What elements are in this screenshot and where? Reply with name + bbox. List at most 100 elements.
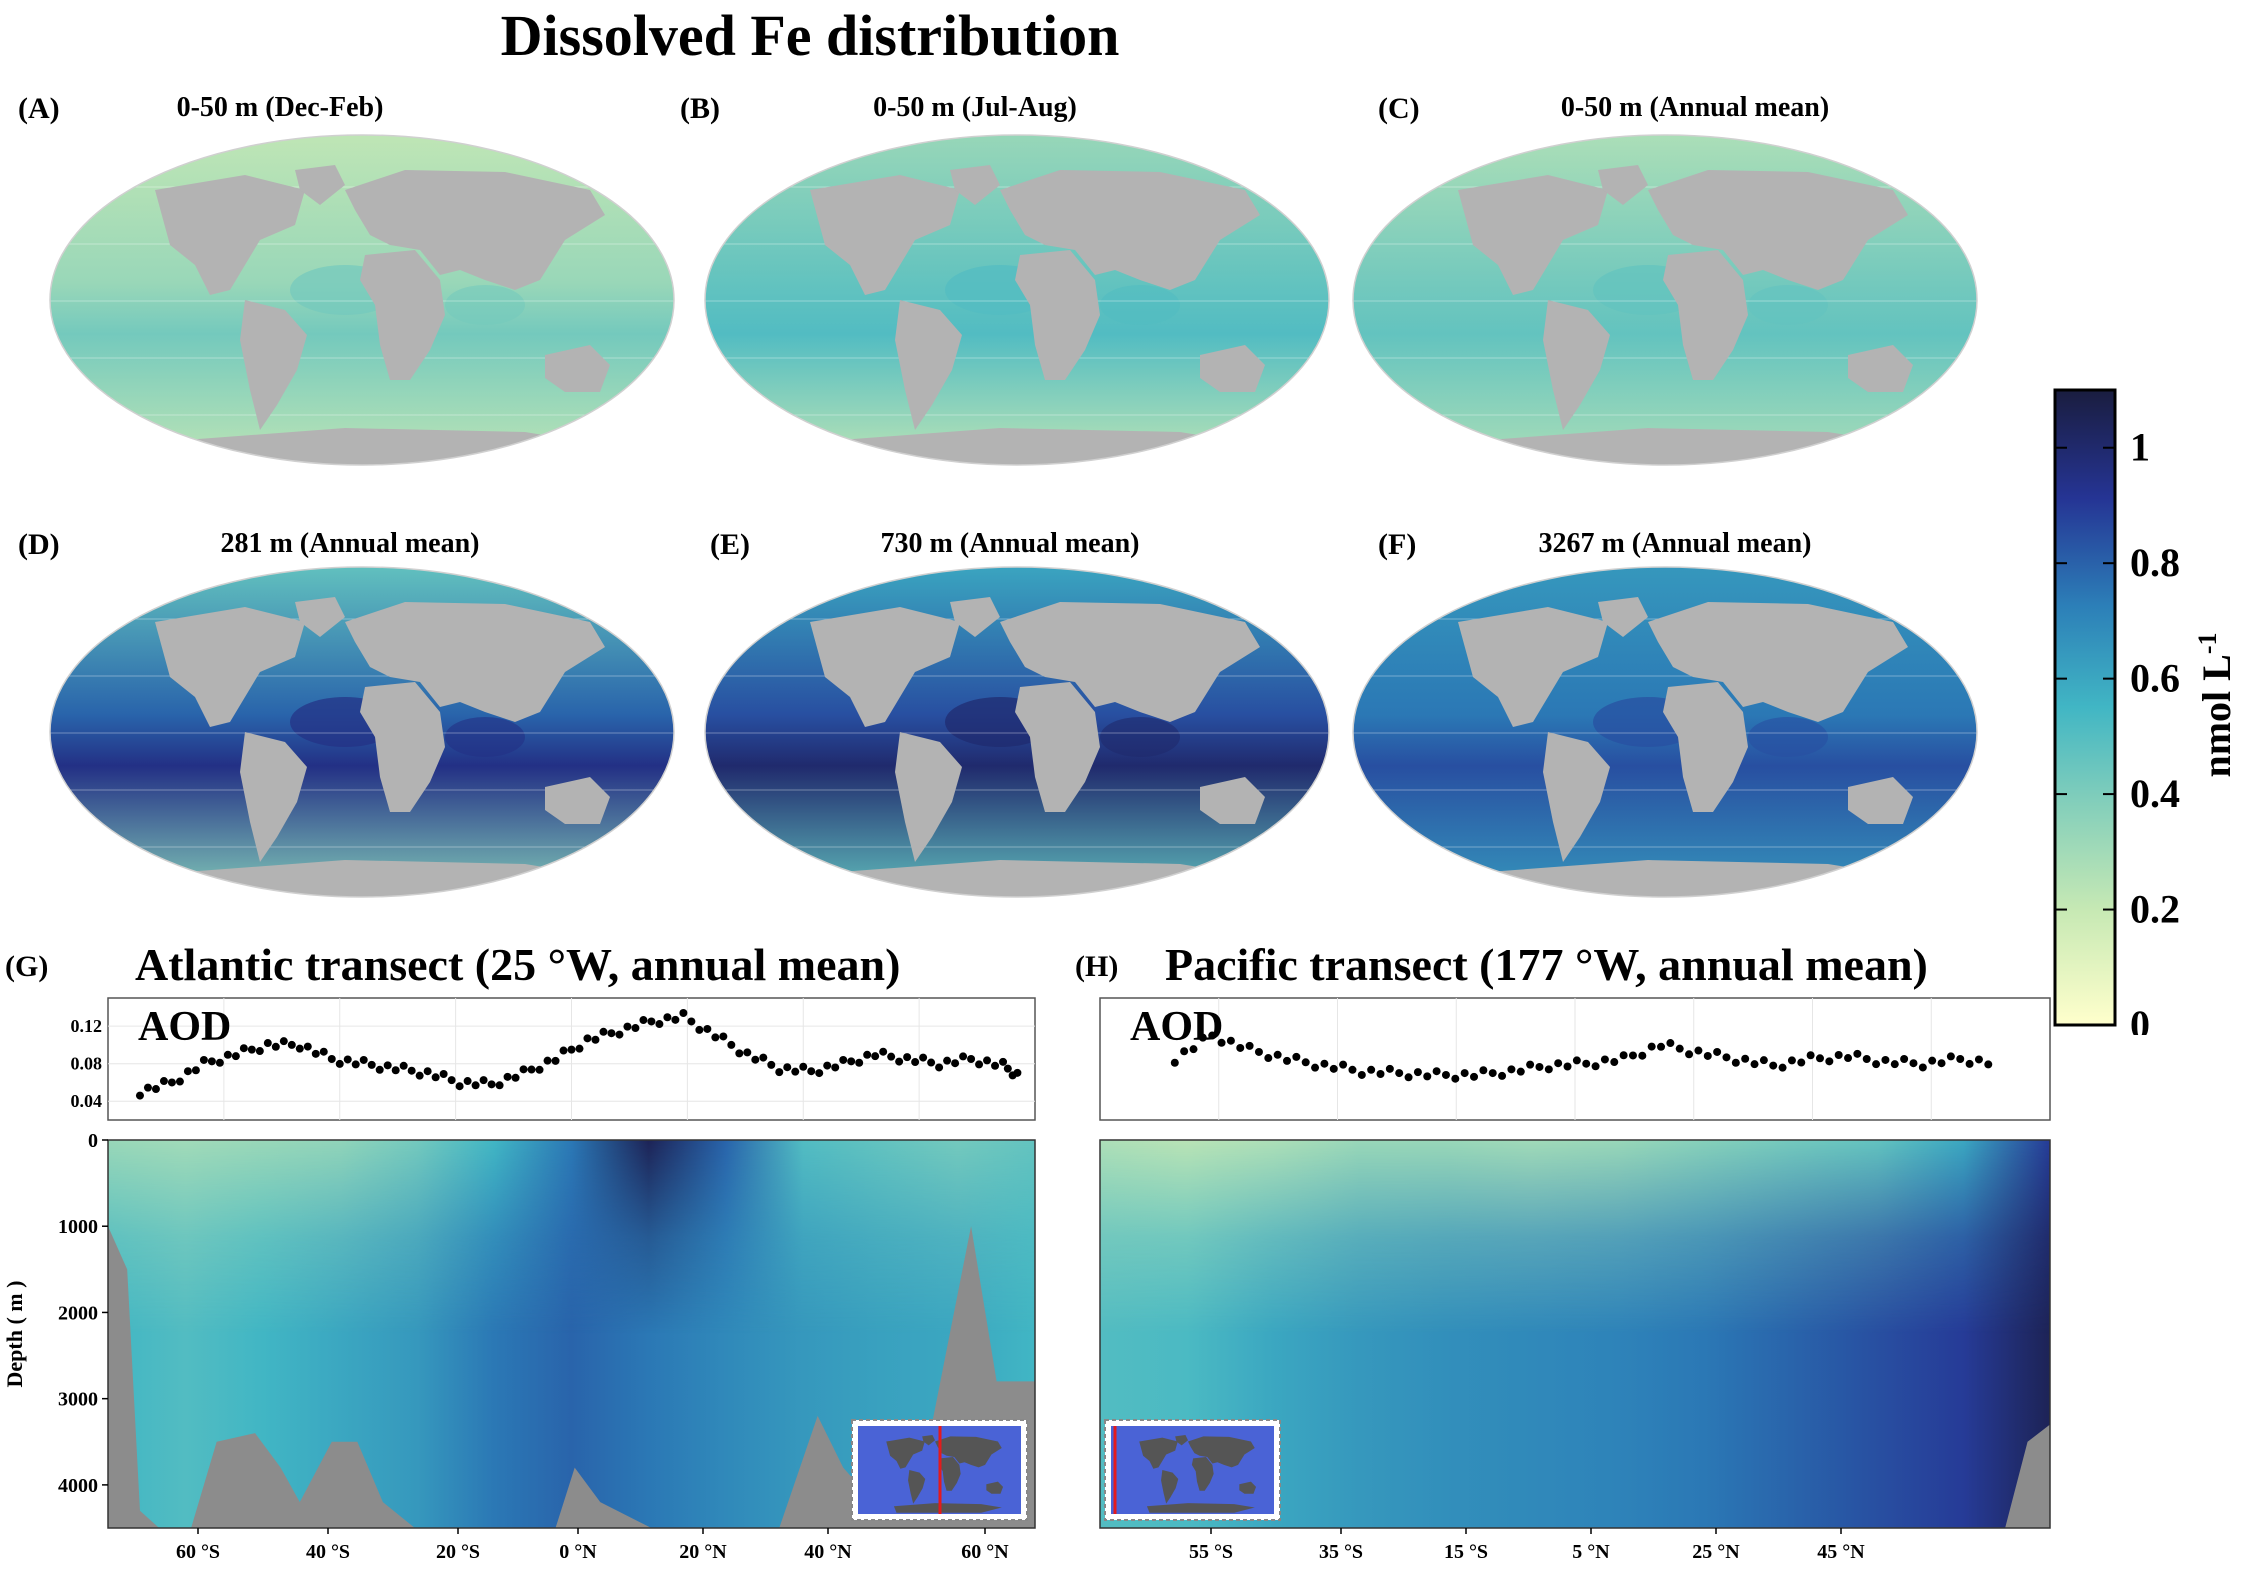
- land-mass: [360, 250, 445, 380]
- heatmap-frame: [1099, 1139, 2051, 1529]
- aod-point: [1236, 1043, 1245, 1052]
- inset-land: [886, 1437, 925, 1469]
- land-mass: [1663, 250, 1748, 380]
- transect-panel-g: 0.04 0.08 0.12 AOD 0 1000 2000 3000 4000 Depth ( …: [0, 990, 1045, 1573]
- aod-point: [1460, 1069, 1469, 1078]
- aod-point: [471, 1081, 480, 1090]
- aod-point: [1890, 1060, 1899, 1069]
- heatmap-frame: [107, 1139, 1036, 1529]
- colorbar-label: nmol L-1: [2193, 632, 2239, 777]
- land-mass: [545, 777, 610, 824]
- land-mass: [1848, 345, 1913, 392]
- land-mass: [810, 175, 960, 295]
- aod-point: [551, 1056, 560, 1065]
- aod-point: [743, 1048, 752, 1057]
- inset-land: [922, 1435, 936, 1446]
- land-mass: [1663, 682, 1748, 812]
- aod-point: [1731, 1058, 1740, 1067]
- land-mass: [545, 345, 610, 392]
- aod-point: [1376, 1070, 1385, 1079]
- land-mass: [240, 300, 307, 430]
- fe-hotspot: [445, 285, 525, 325]
- aod-point: [1797, 1058, 1806, 1067]
- aod-point: [279, 1037, 288, 1046]
- aod-point: [1292, 1052, 1301, 1061]
- aod-point: [1881, 1055, 1890, 1064]
- aod-point: [1572, 1056, 1581, 1065]
- map-outline: [704, 566, 1330, 898]
- aod-point: [1741, 1054, 1750, 1063]
- aod-point: [1769, 1061, 1778, 1070]
- aod-point: [583, 1034, 592, 1043]
- land-mass: [1000, 170, 1260, 290]
- aod-ytick-label: 0.12: [71, 1016, 103, 1036]
- aod-point: [1245, 1041, 1254, 1050]
- land-mass: [1598, 165, 1648, 205]
- aod-point: [1320, 1059, 1329, 1068]
- lat-tick-label: 0 °N: [559, 1541, 597, 1563]
- inset-land: [935, 1436, 1002, 1468]
- inset-land: [1191, 1457, 1214, 1491]
- aod-point: [1339, 1060, 1348, 1069]
- aod-point: [1451, 1074, 1460, 1083]
- aod-point: [207, 1057, 216, 1066]
- map-panel-a: [45, 130, 680, 470]
- aod-point: [1685, 1050, 1694, 1059]
- panel-h-title: Pacific transect (177 °W, annual mean): [1165, 939, 1928, 990]
- colorbar-tick-label: 1: [2130, 425, 2150, 470]
- aod-point: [303, 1042, 312, 1051]
- lat-tick-label: 15 °S: [1444, 1541, 1488, 1563]
- panel-c-letter: (C): [1378, 92, 1420, 125]
- aod-point: [1956, 1055, 1965, 1063]
- colorbar-tick-label: 0.2: [2130, 887, 2180, 932]
- map-panel-c: [1348, 130, 1983, 470]
- land-mass: [155, 607, 305, 727]
- aod-point: [1208, 1031, 1217, 1040]
- aod-point: [367, 1060, 376, 1069]
- land-mass: [1015, 682, 1100, 812]
- aod-point: [1311, 1063, 1320, 1072]
- aod-point: [1806, 1051, 1815, 1060]
- aod-point: [1666, 1039, 1675, 1048]
- aod-point: [1713, 1047, 1722, 1056]
- aod-point: [1526, 1060, 1535, 1069]
- aod-point: [415, 1071, 424, 1080]
- fe-hotspot: [1100, 717, 1180, 757]
- aod-point: [719, 1032, 728, 1041]
- aod-point: [1423, 1072, 1432, 1081]
- aod-point: [407, 1066, 416, 1075]
- colorbar-tick-label: 0: [2130, 1002, 2150, 1035]
- lat-tick-label: 45 °N: [1817, 1541, 1865, 1563]
- aod-point: [1357, 1070, 1366, 1079]
- aod-point: [1750, 1060, 1759, 1069]
- aod-point: [327, 1055, 336, 1063]
- inset-land: [1239, 1481, 1257, 1494]
- aod-point: [927, 1058, 936, 1067]
- aod-point: [535, 1065, 544, 1074]
- aod-point: [679, 1009, 688, 1018]
- aod-point: [735, 1049, 744, 1058]
- aod-point: [799, 1062, 808, 1071]
- aod-point: [1638, 1051, 1647, 1060]
- aod-point: [1516, 1067, 1525, 1076]
- land-mass: [1200, 777, 1265, 824]
- aod-point: [1180, 1047, 1189, 1056]
- aod-point: [1329, 1064, 1338, 1073]
- land-mass: [895, 300, 962, 430]
- aod-point: [495, 1081, 504, 1090]
- aod-point: [1928, 1056, 1937, 1065]
- aod-point: [1544, 1065, 1553, 1074]
- aod-point: [1264, 1054, 1273, 1063]
- aod-point: [247, 1045, 256, 1054]
- aod-point: [831, 1063, 840, 1072]
- aod-point: [591, 1035, 600, 1044]
- aod-point: [1984, 1060, 1993, 1069]
- aod-point: [999, 1057, 1008, 1066]
- panel-e-title: 730 m (Annual mean): [880, 528, 1140, 559]
- aod-label: AOD: [138, 1004, 231, 1050]
- lat-tick-label: 40 °S: [306, 1541, 350, 1563]
- aod-point: [1900, 1055, 1909, 1063]
- land-mass: [1015, 250, 1100, 380]
- colorbar: 0 0.2 0.4 0.6 0.8 1 nmol L-1: [2050, 385, 2255, 1047]
- lat-tick-label: 60 °S: [176, 1541, 220, 1563]
